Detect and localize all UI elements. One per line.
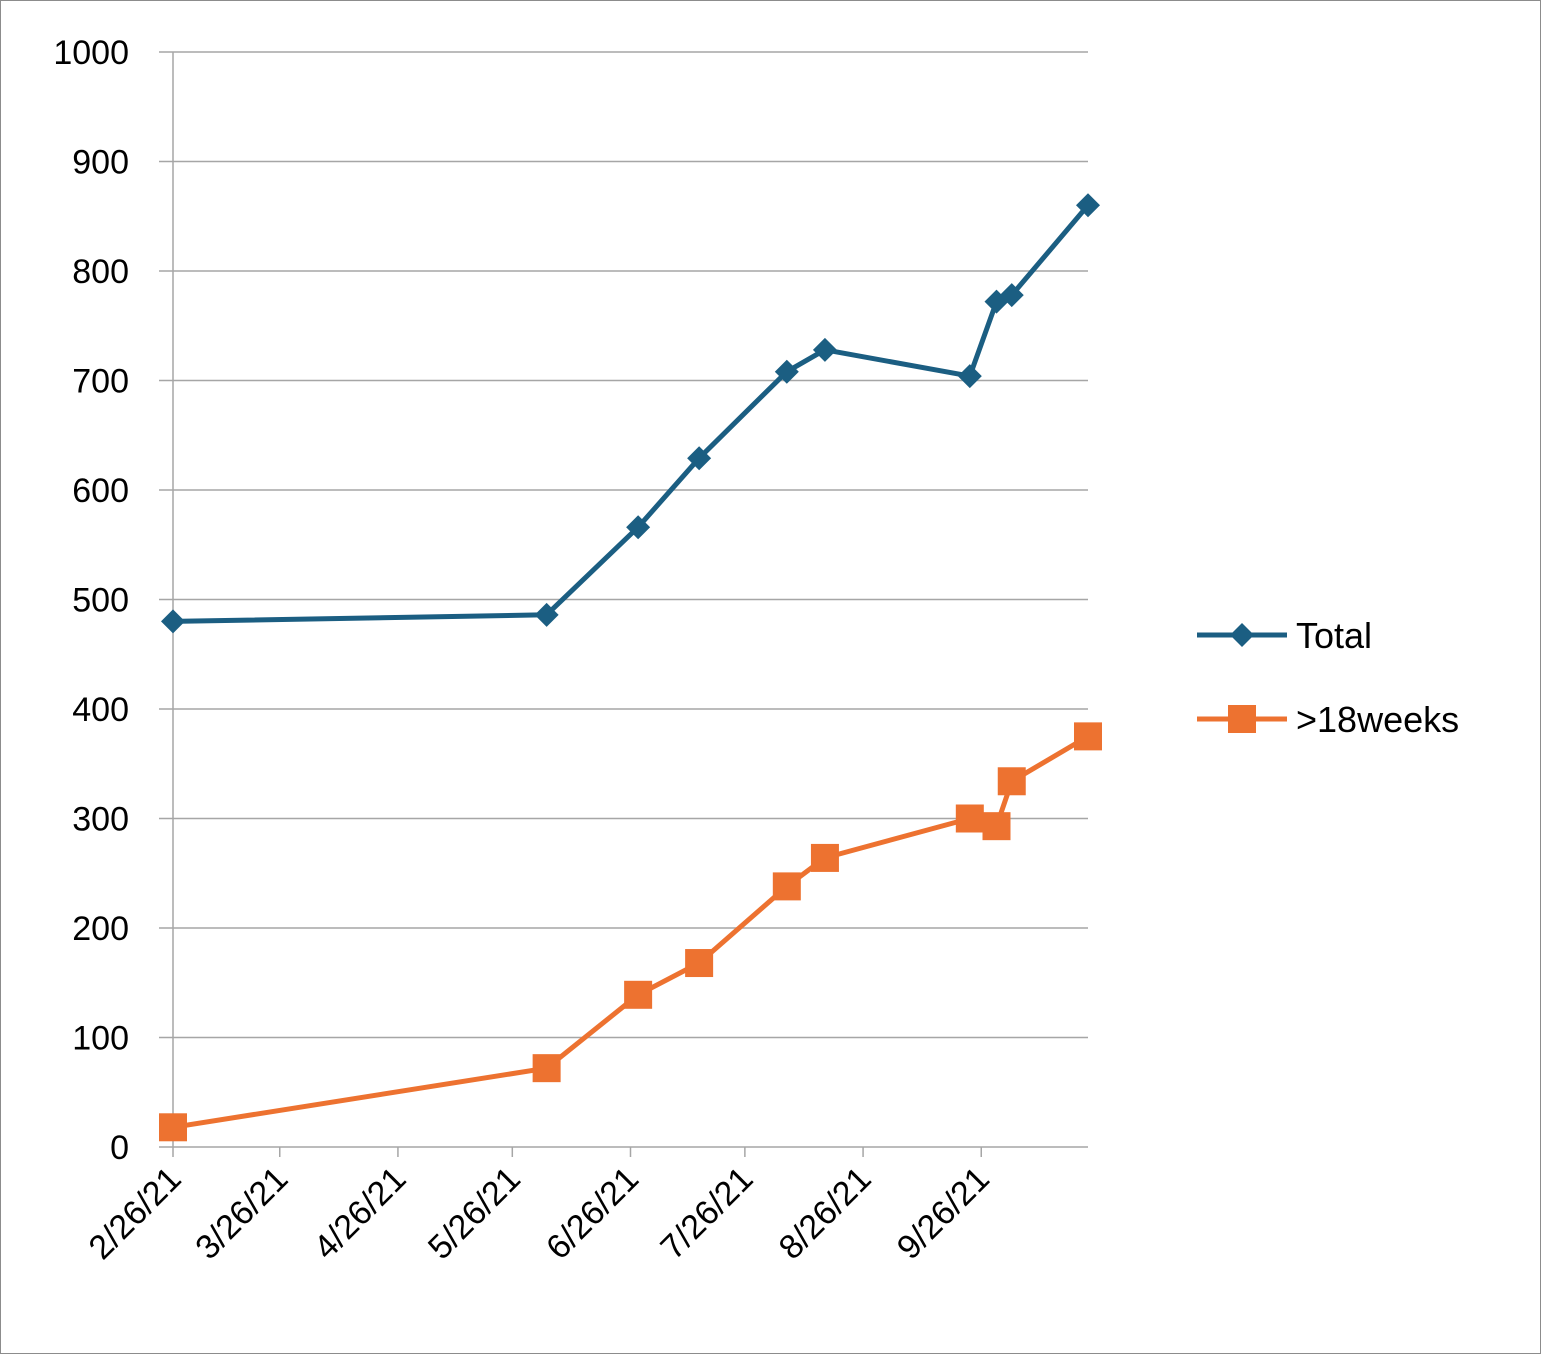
data-point bbox=[534, 602, 559, 627]
series-over-18-weeks bbox=[159, 722, 1102, 1142]
x-tick-label: 4/26/21 bbox=[307, 1160, 414, 1267]
gridlines bbox=[159, 51, 1088, 1039]
legend: Total >18weeks bbox=[1197, 615, 1459, 740]
y-tick-label: 700 bbox=[72, 363, 129, 401]
data-point bbox=[532, 1054, 561, 1083]
series-line bbox=[170, 733, 1091, 1130]
y-tick-label: 900 bbox=[72, 144, 129, 182]
data-point bbox=[624, 980, 653, 1009]
legend-item: Total bbox=[1197, 615, 1372, 656]
y-axis-ticks: 0 100 200 300 400 500 600 700 800 900 1000 bbox=[53, 34, 129, 1167]
y-tick-label: 400 bbox=[72, 691, 129, 729]
legend-label: >18weeks bbox=[1296, 699, 1459, 740]
data-point bbox=[1074, 722, 1102, 751]
x-tick-label: 5/26/21 bbox=[421, 1160, 528, 1267]
data-point bbox=[685, 949, 714, 978]
data-point bbox=[626, 515, 651, 540]
data-point bbox=[957, 364, 982, 389]
y-tick-label: 200 bbox=[72, 910, 129, 948]
y-tick-label: 300 bbox=[72, 801, 129, 839]
y-tick-label: 800 bbox=[72, 253, 129, 291]
legend-label: Total bbox=[1296, 615, 1372, 656]
data-point bbox=[161, 609, 185, 634]
data-point bbox=[1076, 193, 1100, 218]
data-point bbox=[810, 843, 839, 872]
x-tick-label: 6/26/21 bbox=[539, 1160, 646, 1267]
x-tick-label: 2/26/21 bbox=[82, 1160, 189, 1267]
data-point bbox=[772, 872, 801, 901]
data-point bbox=[159, 1113, 187, 1142]
legend-marker bbox=[1230, 623, 1254, 647]
x-tick-label: 7/26/21 bbox=[653, 1160, 760, 1267]
data-point bbox=[687, 446, 712, 471]
series-line bbox=[170, 202, 1091, 624]
series-group bbox=[159, 193, 1102, 1142]
legend-item: >18weeks bbox=[1197, 699, 1459, 740]
x-tick-label: 8/26/21 bbox=[772, 1160, 879, 1267]
series-total bbox=[161, 193, 1100, 634]
legend-marker bbox=[1228, 705, 1256, 733]
y-tick-label: 100 bbox=[72, 1020, 129, 1058]
y-tick-label: 500 bbox=[72, 582, 129, 620]
data-point bbox=[982, 812, 1011, 841]
y-tick-label: 0 bbox=[110, 1129, 129, 1167]
axes bbox=[159, 52, 1088, 1148]
y-tick-label: 600 bbox=[72, 472, 129, 510]
x-axis-ticks: 2/26/21 3/26/21 4/26/21 5/26/21 6/26/21 7/26/… bbox=[82, 1147, 997, 1267]
data-point bbox=[997, 767, 1026, 796]
data-point bbox=[955, 804, 984, 833]
data-point bbox=[774, 359, 799, 384]
x-tick-label: 3/26/21 bbox=[188, 1160, 295, 1267]
y-tick-label: 1000 bbox=[53, 34, 129, 72]
data-point bbox=[999, 283, 1024, 308]
x-tick-label: 9/26/21 bbox=[890, 1160, 997, 1267]
data-point bbox=[812, 337, 837, 362]
